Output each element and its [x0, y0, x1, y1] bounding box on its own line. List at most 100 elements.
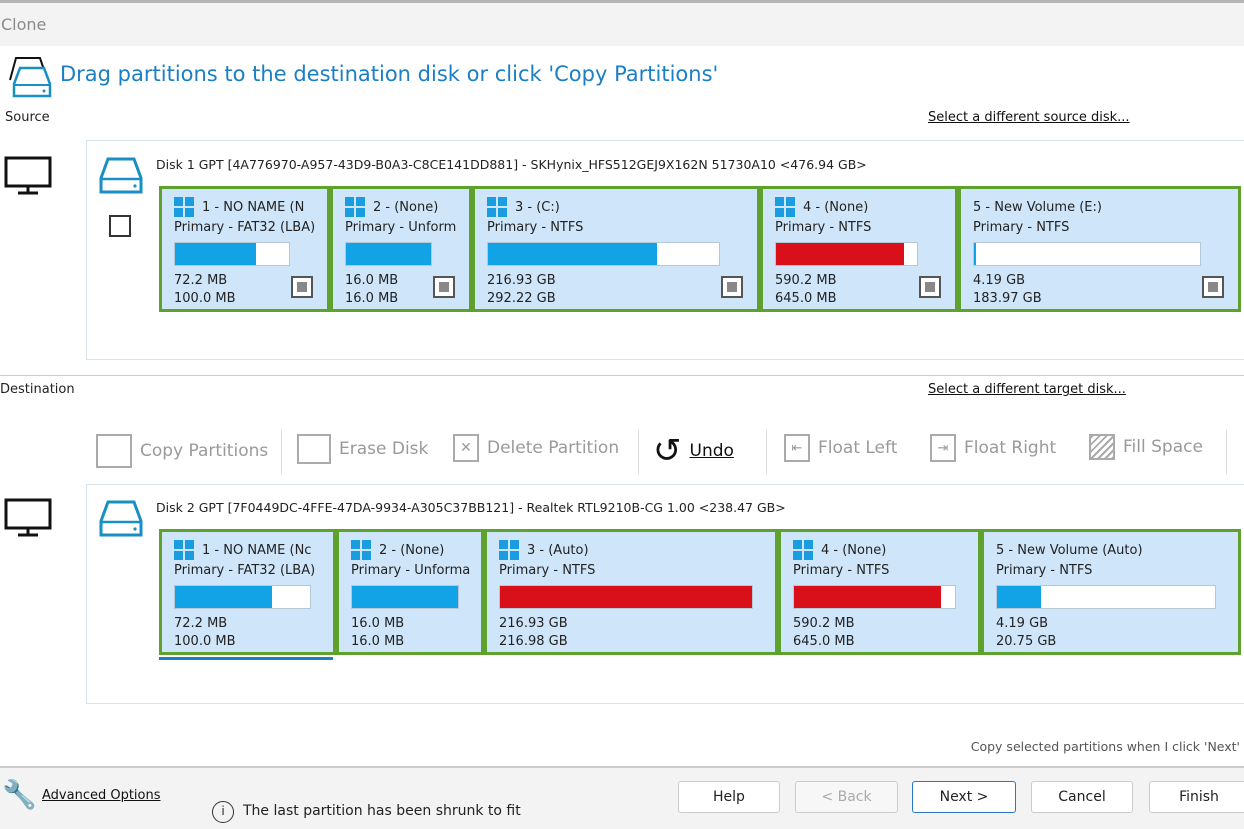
partition-used: 216.93 GB [499, 616, 568, 631]
partition-2[interactable]: 2 - (None) Primary - Unform 16.0 MB 16.0 … [330, 186, 472, 312]
partition-1[interactable]: 1 - NO NAME (Nc Primary - FAT32 (LBA) 72… [159, 529, 336, 655]
select-source-disk-link[interactable]: Select a different source disk... [928, 110, 1130, 125]
partition-3[interactable]: 3 - (Auto) Primary - NTFS 216.93 GB 216.9… [484, 529, 778, 655]
copy-partitions-icon [96, 434, 132, 468]
fill-space-icon [1089, 434, 1115, 460]
partition-4[interactable]: 4 - (None) Primary - NTFS 590.2 MB 645.0 … [760, 186, 958, 312]
destination-disk-icon [99, 500, 143, 537]
partition-filesystem: Primary - Unforma [351, 563, 471, 578]
partition-usage-bar [996, 585, 1216, 609]
partition-filesystem: Primary - Unform [345, 220, 457, 235]
selection-indicator [159, 657, 333, 660]
partition-checkbox[interactable] [721, 276, 743, 298]
partition-name: 3 - (C:) [515, 199, 560, 215]
partition-5[interactable]: 5 - New Volume (Auto) Primary - NTFS 4.1… [981, 529, 1241, 655]
partition-used: 4.19 GB [973, 273, 1026, 288]
cancel-button[interactable]: Cancel [1031, 781, 1133, 813]
partition-checkbox[interactable] [433, 276, 455, 298]
float-left-button[interactable]: ⇤ Float Left [784, 434, 897, 462]
partition-total: 645.0 MB [793, 634, 855, 649]
float-right-button[interactable]: ⇥ Float Right [930, 434, 1056, 462]
partition-name: 3 - (Auto) [527, 542, 589, 558]
back-button[interactable]: < Back [795, 781, 898, 813]
windows-icon [499, 540, 519, 560]
partition-usage-bar [775, 242, 918, 266]
copy-selected-note: Copy selected partitions when I click 'N… [970, 739, 1240, 754]
partition-usage-bar [345, 242, 432, 266]
advanced-options-link[interactable]: Advanced Options [42, 788, 161, 803]
source-disk-icon [99, 157, 143, 194]
partition-usage-bar [487, 242, 720, 266]
partition-filesystem: Primary - NTFS [973, 220, 1070, 235]
erase-disk-button[interactable]: Erase Disk [297, 434, 428, 464]
float-right-icon: ⇥ [930, 434, 956, 462]
computer-icon [4, 498, 52, 537]
partition-name: 1 - NO NAME (Nc [202, 542, 312, 558]
partition-total: 100.0 MB [174, 634, 236, 649]
partition-total: 645.0 MB [775, 291, 837, 306]
windows-icon [351, 540, 371, 560]
windows-icon [775, 197, 795, 217]
finish-button[interactable]: Finish [1149, 781, 1244, 813]
partition-used: 72.2 MB [174, 273, 228, 288]
partition-used: 16.0 MB [351, 616, 405, 631]
delete-partition-button[interactable]: ✕ Delete Partition [453, 434, 619, 462]
next-button[interactable]: Next > [912, 781, 1016, 813]
undo-button[interactable]: ↺ Undo [653, 431, 734, 471]
destination-label: Destination [0, 382, 75, 397]
page-heading: Drag partitions to the destination disk … [60, 62, 719, 86]
source-label: Source [5, 110, 50, 125]
partition-5[interactable]: 5 - New Volume (E:) Primary - NTFS 4.19 … [958, 186, 1241, 312]
partition-total: 16.0 MB [345, 291, 399, 306]
partition-name: 2 - (None) [373, 199, 439, 215]
partition-total: 183.97 GB [973, 291, 1042, 306]
partition-total: 20.75 GB [996, 634, 1057, 649]
partition-usage-bar [174, 585, 311, 609]
partition-total: 16.0 MB [351, 634, 405, 649]
partition-name: 4 - (None) [803, 199, 869, 215]
windows-icon [793, 540, 813, 560]
partition-4[interactable]: 4 - (None) Primary - NTFS 590.2 MB 645.0 … [778, 529, 981, 655]
select-target-disk-link[interactable]: Select a different target disk... [928, 382, 1126, 397]
partition-checkbox[interactable] [1202, 276, 1224, 298]
partition-2[interactable]: 2 - (None) Primary - Unforma 16.0 MB 16.0… [336, 529, 484, 655]
partition-name: 1 - NO NAME (N [202, 199, 305, 215]
select-all-source-checkbox[interactable] [109, 215, 131, 237]
partition-filesystem: Primary - NTFS [793, 563, 890, 578]
partition-name: 5 - New Volume (E:) [973, 199, 1102, 215]
info-message: The last partition has been shrunk to fi… [243, 803, 521, 819]
partition-total: 292.22 GB [487, 291, 556, 306]
usage-fill [175, 586, 273, 608]
partition-3[interactable]: 3 - (C:) Primary - NTFS 216.93 GB 292.22 … [472, 186, 760, 312]
partition-filesystem: Primary - NTFS [996, 563, 1093, 578]
copy-partitions-button[interactable]: Copy Partitions [96, 434, 268, 468]
clone-disks-icon [9, 57, 52, 98]
partition-filesystem: Primary - FAT32 (LBA) [174, 563, 316, 578]
partition-total: 216.98 GB [499, 634, 568, 649]
usage-fill [974, 243, 977, 265]
partition-usage-bar [351, 585, 459, 609]
wrench-icon: 🔧 [2, 778, 37, 811]
windows-icon [174, 197, 194, 217]
partition-used: 216.93 GB [487, 273, 556, 288]
usage-fill [500, 586, 752, 608]
partition-usage-bar [793, 585, 956, 609]
usage-fill [997, 586, 1041, 608]
eraser-icon [297, 434, 331, 464]
title-bar: Clone [0, 0, 1244, 46]
partition-total: 100.0 MB [174, 291, 236, 306]
float-left-icon: ⇤ [784, 434, 810, 462]
help-button[interactable]: Help [678, 781, 780, 813]
partition-usage-bar [499, 585, 753, 609]
usage-fill [175, 243, 256, 265]
partition-used: 4.19 GB [996, 616, 1049, 631]
partition-usage-bar [174, 242, 290, 266]
partition-checkbox[interactable] [291, 276, 313, 298]
partition-checkbox[interactable] [919, 276, 941, 298]
fill-space-button[interactable]: Fill Space [1089, 434, 1203, 460]
undo-icon: ↺ [653, 431, 682, 471]
partition-1[interactable]: 1 - NO NAME (N Primary - FAT32 (LBA) 72.… [159, 186, 330, 312]
windows-icon [345, 197, 365, 217]
partition-used: 16.0 MB [345, 273, 399, 288]
partition-filesystem: Primary - NTFS [499, 563, 596, 578]
